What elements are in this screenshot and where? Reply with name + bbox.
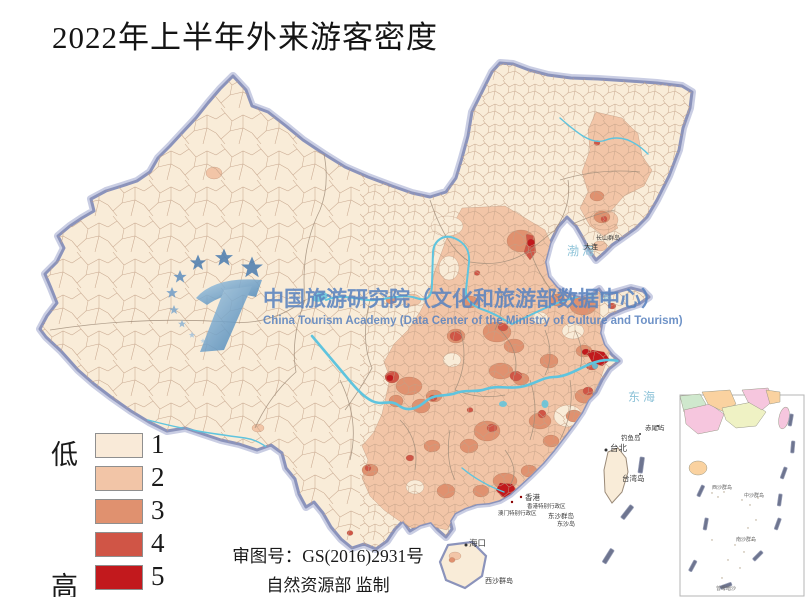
- qinghai-lake: [312, 292, 328, 302]
- taiwan-island: [603, 447, 629, 504]
- bohai-sea-label: 渤 海: [567, 243, 594, 258]
- hongkong-label: 香港: [525, 492, 540, 502]
- legend-low-label: 低: [51, 440, 78, 470]
- tsangpo-river: [147, 419, 273, 453]
- yellow-river: [325, 235, 593, 326]
- inset-region: [765, 389, 781, 405]
- east-sea-label: 东 海: [628, 389, 655, 404]
- inset-region: [741, 387, 775, 411]
- academy-logo: [166, 248, 263, 352]
- pearl-river: [461, 467, 505, 493]
- legend-row: 2: [95, 462, 195, 492]
- taiwan-island-label: 台湾岛: [622, 473, 645, 483]
- legend-value-3: 3: [151, 495, 165, 525]
- dalian-label: 大连: [584, 242, 598, 251]
- legend-value-2: 2: [151, 462, 165, 492]
- legend-high-label: 高: [51, 572, 78, 597]
- legend-row: 1: [95, 429, 195, 459]
- taipei-label: 台北: [610, 443, 628, 453]
- yangtze-river: [310, 334, 620, 411]
- density-patch: [448, 557, 456, 563]
- legend-swatch-1: [95, 433, 143, 458]
- dongsha-qundao-label: 东沙群岛: [548, 511, 574, 520]
- nine-dash-line: [602, 456, 645, 565]
- city-dots: [464, 425, 659, 547]
- inset-nine-dash-line: [688, 413, 796, 590]
- hainan-island: [438, 540, 488, 590]
- changshan-label: 长山群岛: [596, 234, 620, 242]
- dongting-lake: [499, 401, 507, 407]
- logo-t-stem: [200, 286, 252, 352]
- xisha-label: 西沙群岛: [485, 576, 513, 585]
- inset-nansha-label: 南沙群岛: [736, 536, 756, 543]
- south-china-sea-inset: 西沙群岛 中沙群岛 南沙群岛 曾母暗沙: [679, 387, 805, 597]
- legend-row: 4: [95, 528, 195, 558]
- macau-sar-label: 澳门特别行政区: [498, 509, 537, 517]
- legend-swatch-3: [95, 499, 143, 524]
- page-title: 2022年上半年外来游客密度: [52, 20, 438, 55]
- legend-swatch-2: [95, 466, 143, 491]
- legend-row: 3: [95, 495, 195, 525]
- haikou-label: 海口: [469, 538, 486, 548]
- inset-xisha-label: 西沙群岛: [712, 484, 732, 491]
- inset-island-dots: [711, 491, 759, 579]
- legend-swatch-5: [95, 565, 143, 590]
- density-layer: [40, 63, 692, 549]
- diaoyu-label: 钓鱼岛: [621, 433, 641, 442]
- hk-sar-label: 香港特别行政区: [527, 502, 566, 510]
- poyang-lake: [541, 400, 549, 408]
- map-approval-number: 审图号：GS(2016)2931号: [232, 546, 424, 566]
- legend: 低 高 1 2 3 4 5: [45, 428, 195, 597]
- legend-value-1: 1: [151, 429, 165, 459]
- legend-row: 5: [95, 561, 195, 591]
- footnote: 审图号：GS(2016)2931号 自然资源部 监制: [228, 543, 428, 596]
- chiwei-label: 赤尾屿: [645, 423, 665, 432]
- map-supervisor: 自然资源部 监制: [266, 576, 390, 595]
- inset-zhongsha-label: 中沙群岛: [744, 492, 764, 499]
- inset-hainan: [688, 460, 708, 476]
- legend-value-4: 4: [151, 528, 165, 558]
- legend-value-5: 5: [151, 561, 165, 591]
- taihu-lake: [592, 363, 598, 369]
- legend-swatch-4: [95, 532, 143, 557]
- songhua-river: [559, 117, 649, 155]
- yellow-sea-label: 黄 海: [585, 290, 612, 305]
- dongsha-dao-label: 东沙岛: [557, 520, 575, 528]
- inset-zengmu-label: 曾母暗沙: [716, 585, 736, 592]
